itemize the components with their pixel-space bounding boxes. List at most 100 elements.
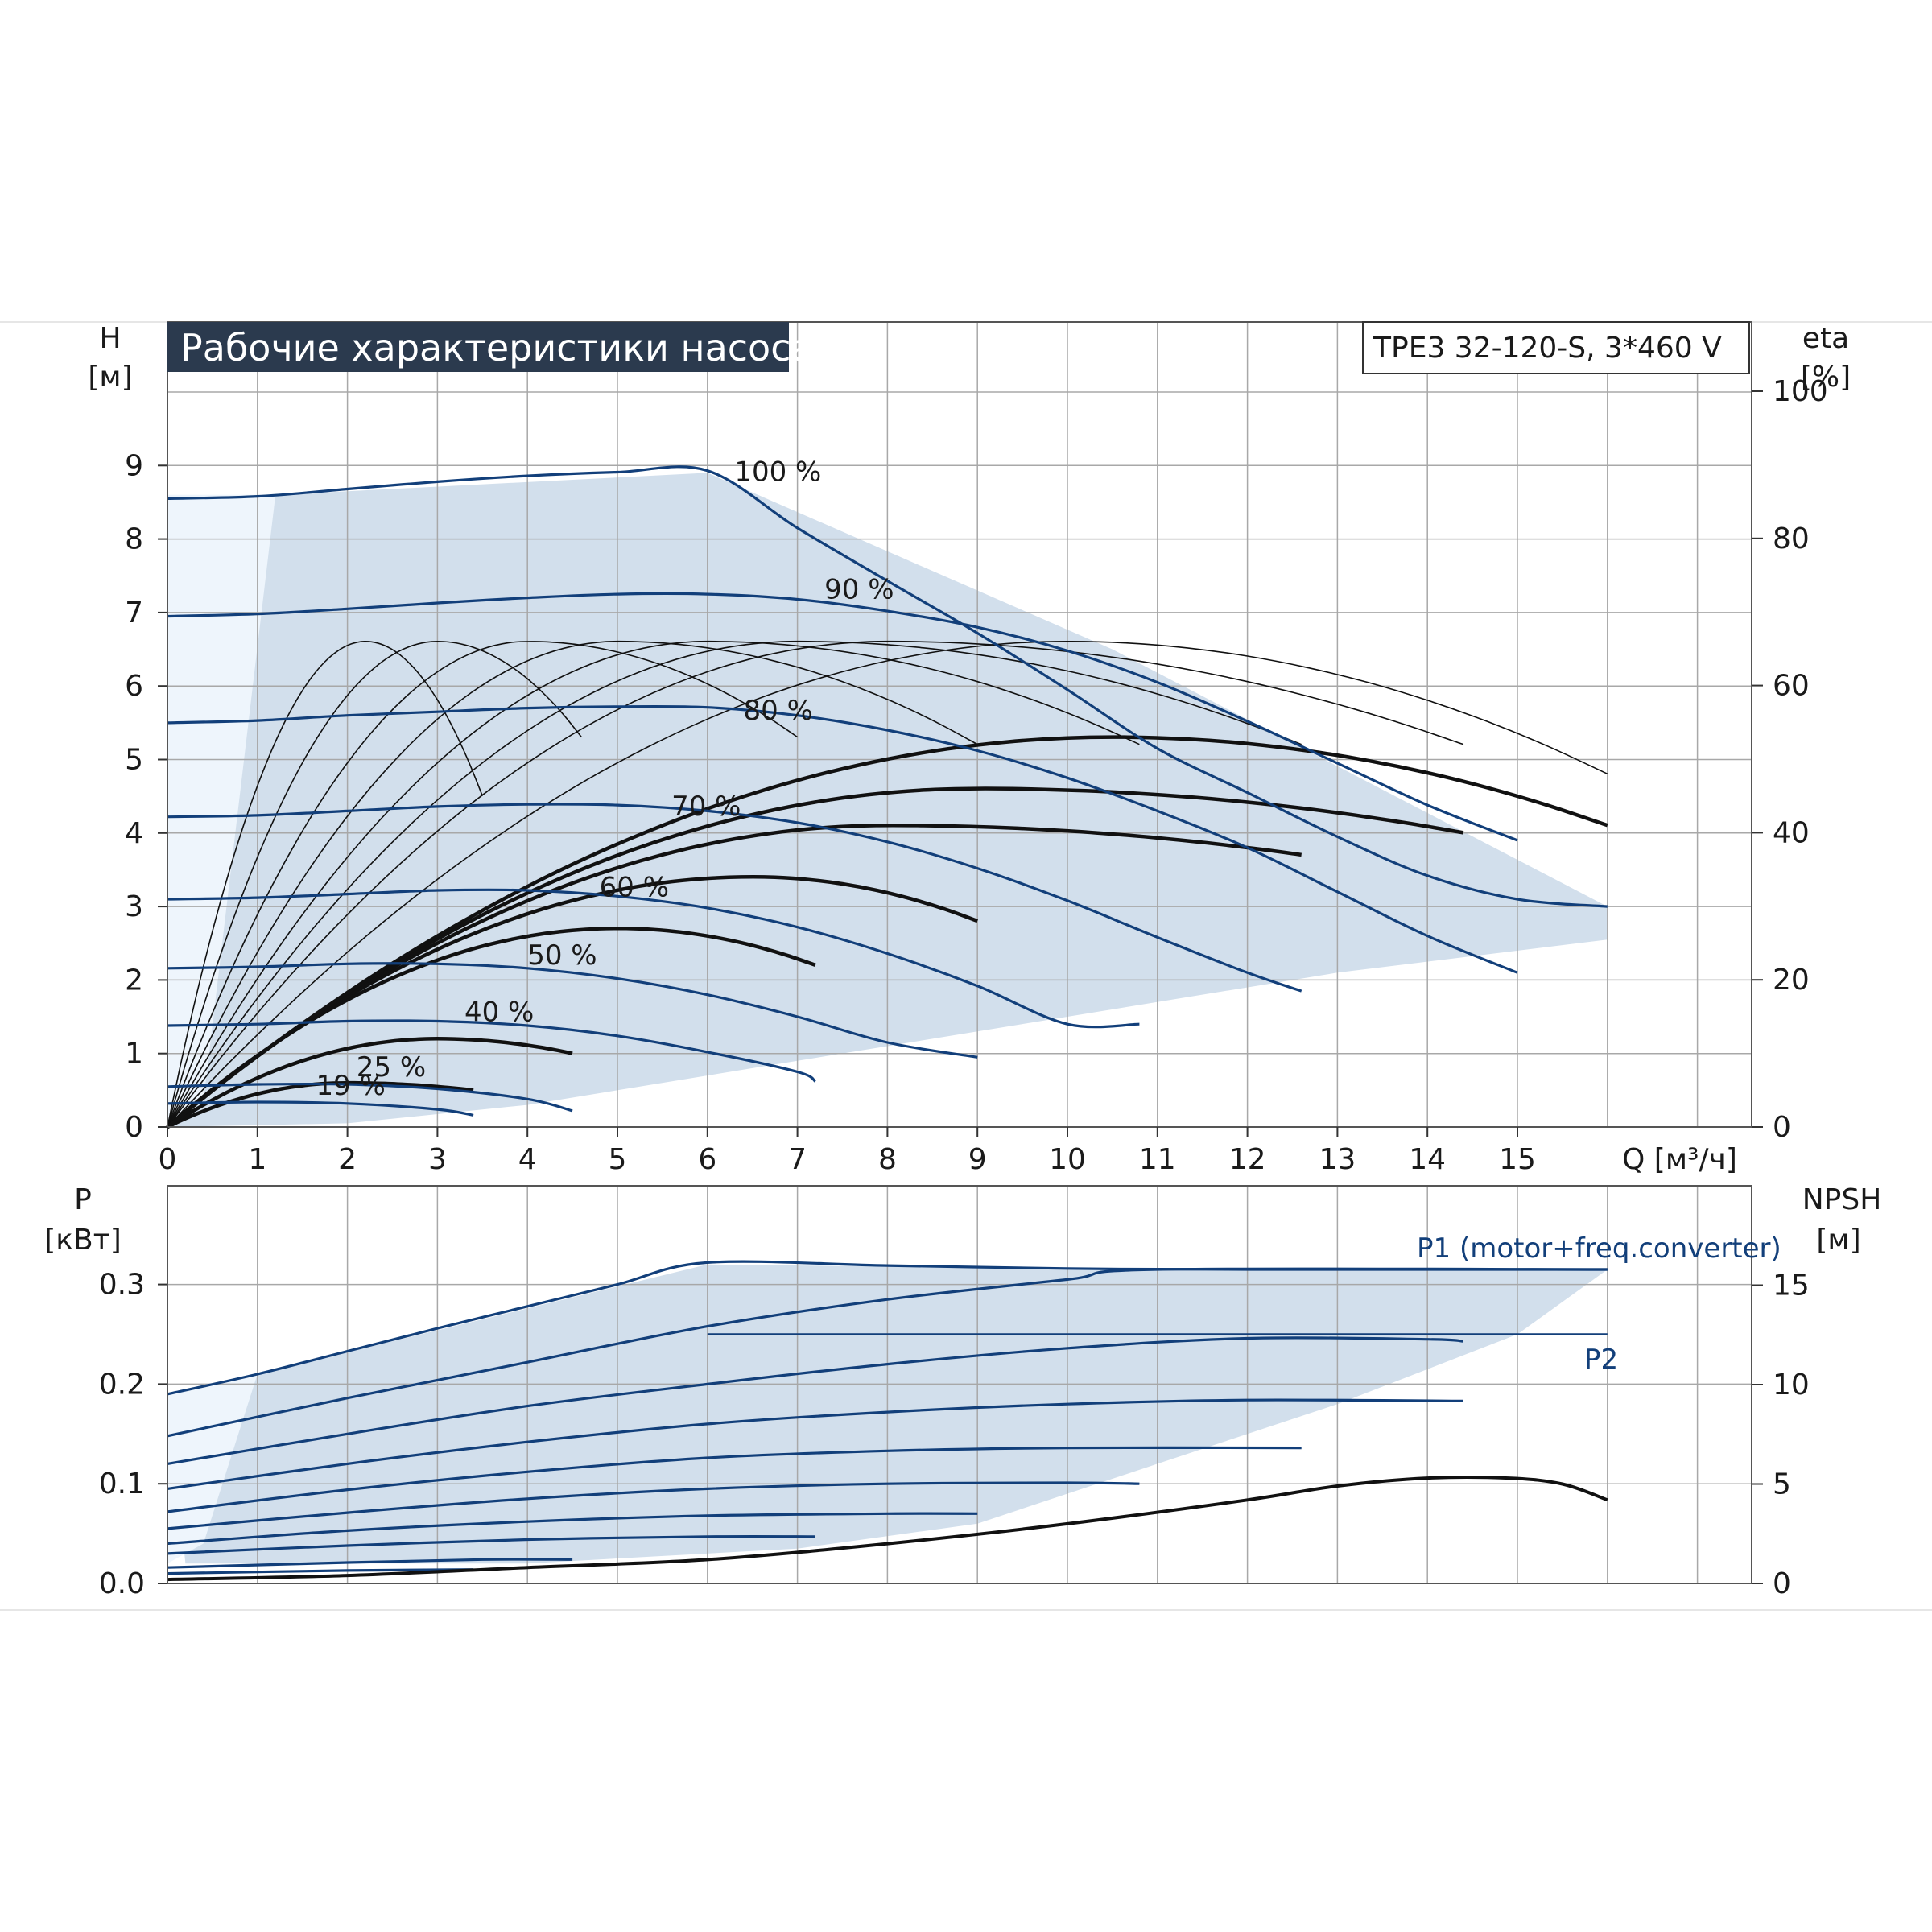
head-y-tick-label: 6 [125, 670, 143, 703]
flow-x-tick-label: 2 [338, 1143, 357, 1176]
efficiency-curve [166, 735, 1608, 1129]
flow-x-tick-label: 8 [878, 1143, 897, 1176]
flow-x-tick-label: 10 [1049, 1143, 1086, 1176]
power-curve [167, 1398, 1463, 1490]
efficiency-curve [167, 640, 978, 1128]
power-curves [167, 1260, 1608, 1575]
speed-curve-label: 50 % [527, 939, 597, 972]
speed-curve-labels: 100 % 90 % 80 % 70 % 60 % 50 % 40 % 25 %19 % [316, 456, 894, 1101]
head-y-ticks: 0 1 2 3 4 5 6 7 8 9 [125, 449, 167, 1144]
npsh-y-tick-label: 15 [1773, 1269, 1810, 1302]
flow-x-tick-label: 13 [1319, 1143, 1356, 1176]
model-name: TPE3 32-120-S, 3*460 V [1373, 332, 1722, 365]
speed-curve-label: 60 % [600, 871, 669, 903]
speed-curve [167, 465, 1608, 908]
speed-curves [167, 465, 1608, 1117]
speed-curve [167, 1019, 816, 1083]
eta-y-tick-label: 60 [1773, 670, 1810, 703]
flow-x-tick-label: 5 [609, 1143, 627, 1176]
flow-x-tick-label: 6 [698, 1143, 716, 1176]
head-grid [167, 322, 1752, 1127]
eta-axis-label: eta [1802, 322, 1849, 355]
speed-curve-label: 90 % [824, 574, 894, 606]
power-curve [167, 1481, 1140, 1530]
eta-y-tick-label: 0 [1773, 1111, 1791, 1144]
power-curve [167, 1267, 1608, 1438]
efficiency-curves [166, 640, 1608, 1129]
flow-x-tick-label: 14 [1409, 1143, 1446, 1176]
power-y-ticks: 0.0 0.1 0.2 0.3 [99, 1269, 167, 1600]
speed-curve [167, 1100, 474, 1117]
power-axis-label: P [74, 1183, 92, 1216]
speed-curve [167, 888, 1140, 1029]
power-curve [167, 1568, 474, 1575]
power-y-tick-label: 0.3 [99, 1269, 145, 1302]
head-y-tick-label: 1 [125, 1038, 143, 1071]
efficiency-curve [167, 640, 1464, 1128]
speed-curve [167, 962, 978, 1059]
flow-x-tick-label: 15 [1499, 1143, 1536, 1176]
speed-curve [167, 704, 1518, 974]
efficiency-curve [167, 640, 484, 1128]
flow-x-tick-label: 3 [428, 1143, 447, 1176]
power-y-tick-label: 0.0 [99, 1567, 145, 1600]
speed-curve [167, 1082, 573, 1113]
head-y-tick-label: 5 [125, 744, 143, 777]
legend-p2: P2 [1584, 1344, 1618, 1376]
speed-curve [167, 803, 1302, 993]
head-axis-unit: [м] [88, 361, 132, 394]
npsh-y-tick-label: 10 [1773, 1368, 1810, 1402]
npsh-axis-label: NPSH [1802, 1183, 1882, 1216]
head-y-tick-label: 0 [125, 1111, 143, 1144]
speed-curve [167, 592, 1518, 842]
power-curve [167, 1512, 978, 1546]
eta-axis-unit: [%] [1801, 361, 1851, 394]
flow-x-tick-label: 7 [788, 1143, 807, 1176]
head-y-tick-label: 2 [125, 964, 143, 997]
npsh-curve [167, 1476, 1608, 1582]
eta-y-tick-label: 100 [1773, 375, 1828, 408]
speed-curve-label: 19 % [316, 1070, 385, 1102]
power-curve [167, 1534, 816, 1555]
head-plot-border [167, 321, 1752, 1128]
npsh-axis-unit: [м] [1816, 1224, 1860, 1257]
power-curve [167, 1446, 1302, 1513]
npsh-y-ticks: 0 5 10 15 [1752, 1269, 1810, 1600]
head-y-tick-label: 3 [125, 890, 143, 923]
speed-curve-label: 40 % [464, 996, 534, 1028]
flow-x-tick-label: 0 [159, 1143, 177, 1176]
power-axis-unit: [кВт] [44, 1224, 122, 1257]
eta-y-tick-label: 20 [1773, 964, 1810, 997]
title-box [167, 322, 789, 372]
speed-curve-label: 70 % [671, 791, 741, 823]
model-box [1362, 321, 1750, 374]
eta-y-tick-label: 40 [1773, 816, 1810, 849]
flow-x-tick-label: 11 [1139, 1143, 1176, 1176]
speed-curve-label: 80 % [744, 695, 813, 727]
speed-curve-label: 25 % [357, 1051, 426, 1084]
head-axis-label: H [99, 322, 121, 355]
head-y-tick-label: 9 [125, 449, 143, 482]
npsh-line [167, 1476, 1608, 1582]
power-curve [167, 1336, 1464, 1465]
legend-p1: P1 (motor+freq.converter) [1417, 1232, 1781, 1265]
power-y-tick-label: 0.1 [99, 1468, 145, 1501]
flow-x-tick-label: 12 [1229, 1143, 1266, 1176]
power-panel: 0.0 0.1 0.2 0.3 0 5 10 15 P [кВт] NPSH [м] P1 … [44, 1183, 1881, 1600]
efficiency-curve [167, 640, 1140, 1128]
power-y-tick-label: 0.2 [99, 1368, 145, 1401]
eta-y-tick-label: 80 [1773, 522, 1810, 555]
flow-x-ticks: 0 1 2 3 4 5 6 7 8 9 10 11 12 13 14 15 [159, 1127, 1536, 1176]
npsh-y-tick-label: 5 [1773, 1468, 1791, 1501]
flow-x-tick-label: 4 [518, 1143, 537, 1176]
efficiency-curve [167, 640, 1608, 1128]
eta-y-ticks: 0 20 40 60 80 100 [1752, 375, 1828, 1144]
head-y-tick-label: 8 [125, 523, 143, 556]
chart-title: Рабочие характеристики насоса [180, 326, 814, 369]
flow-x-tick-label: 1 [248, 1143, 266, 1176]
speed-curve-label: 100 % [734, 456, 821, 488]
efficiency-curve [166, 1037, 573, 1129]
flow-axis-label: Q [м³/ч] [1622, 1143, 1737, 1176]
flow-x-tick-label: 9 [968, 1143, 987, 1176]
